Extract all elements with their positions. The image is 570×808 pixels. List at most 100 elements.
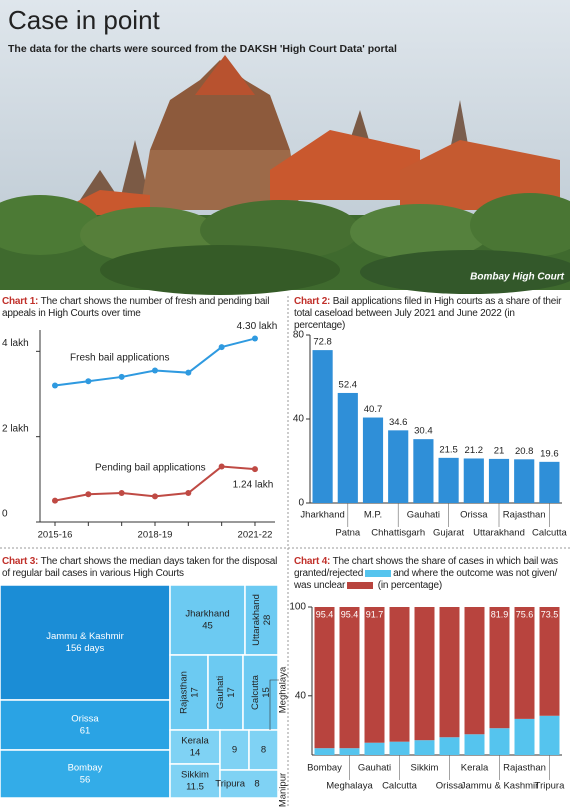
value-label: 91.7 (366, 609, 384, 619)
bar-segment (414, 740, 435, 755)
x-tick-label: 2018-19 (138, 530, 173, 541)
subtitle: The data for the charts were sourced fro… (8, 43, 397, 55)
cell-label: Gauhati (215, 676, 226, 709)
x-tick-label: 2015-16 (38, 530, 73, 541)
bar-segment (389, 607, 410, 742)
x-tick-label: Calcutta (532, 528, 568, 539)
cell-label: Tripura (215, 779, 245, 790)
x-tick-label: Chhattisgarh (371, 528, 425, 539)
x-tick-label: Gujarat (433, 528, 465, 539)
bar-segment (489, 607, 510, 729)
value-label: 21 (494, 445, 505, 456)
x-tick-label: Gauhati (407, 510, 440, 521)
cell-label: Kerala (181, 736, 209, 747)
treemap-cell (169, 654, 209, 731)
page-title: Case in point (8, 5, 161, 35)
chart-title: Chart 3: The chart shows the median days… (2, 556, 282, 580)
cell-label: Sikkim (181, 770, 209, 781)
point (251, 335, 258, 342)
bar (413, 439, 434, 503)
cell-label: Orissa (71, 714, 99, 725)
treemap-cell (219, 769, 279, 799)
value-label: 17 (190, 687, 201, 698)
chart-title-text: (in percentage) (377, 580, 443, 591)
value-label: 14 (190, 748, 201, 759)
point (118, 489, 125, 496)
bar (488, 458, 510, 503)
y-tick-label: 0 (298, 498, 304, 509)
y-tick-label: 4 lakh (2, 338, 29, 349)
x-tick-label: Orissa (460, 510, 488, 521)
y-tick-label: 80 (293, 330, 305, 341)
bar-segment (389, 741, 410, 755)
y-tick-label: 100 (289, 602, 306, 613)
cell-label: Uttarakhand (251, 594, 262, 646)
point (185, 369, 192, 376)
point (218, 463, 225, 470)
x-tick-label: M.P. (364, 510, 382, 521)
point (151, 367, 158, 374)
treemap-cell (0, 749, 171, 799)
value-label: 30.4 (414, 426, 433, 437)
value-label: 40.7 (364, 404, 383, 415)
bar-segment (489, 728, 510, 755)
value-label: 72.8 (313, 337, 332, 348)
treemap-cell (169, 584, 246, 656)
chart-title-text: The chart shows the number of fresh and … (2, 296, 270, 319)
value-label: 21.5 (439, 444, 458, 455)
point (218, 344, 225, 351)
point (151, 493, 158, 500)
bar (362, 417, 384, 503)
bar (463, 458, 484, 503)
bar-segment (364, 607, 385, 743)
cell-label: Meghalaya (278, 666, 289, 713)
value-label: 21.2 (465, 445, 484, 456)
bar-segment (464, 734, 485, 755)
x-tick-label: Rajasthan (503, 510, 546, 521)
point (118, 373, 125, 380)
chart-label: Chart 3: (2, 556, 39, 567)
x-tick-label: Jharkhand (300, 510, 344, 521)
value-label: 11.5 (186, 782, 204, 793)
chart-label: Chart 1: (2, 296, 39, 307)
treemap-cell (169, 729, 221, 765)
cell-label: Jharkhand (185, 609, 229, 620)
value-label: 19.6 (540, 448, 559, 459)
bar (514, 459, 535, 503)
bar (388, 430, 409, 503)
point (85, 378, 92, 385)
bar-segment (314, 607, 335, 749)
value-label: 52.4 (339, 379, 358, 390)
y-tick-label: 40 (295, 690, 307, 701)
point (52, 497, 58, 504)
x-tick-label: Meghalaya (326, 781, 373, 792)
x-tick-label: Jammu & Kashmir (461, 781, 539, 792)
bar-segment (464, 607, 485, 735)
x-tick-label: Bombay (307, 763, 342, 774)
x-tick-label: Kerala (461, 763, 489, 774)
chart-label: Chart 4: (294, 556, 331, 567)
chart-title: Chart 1: The chart shows the number of f… (2, 296, 282, 320)
value-label: 156 days (66, 643, 105, 654)
bar-segment (439, 607, 460, 738)
bar-segment (539, 715, 560, 755)
chart-title-text: The chart shows the share of cases in wh… (294, 556, 558, 579)
x-tick-label: Orissa (436, 781, 464, 792)
bar (438, 457, 459, 503)
y-tick-label: 0 (2, 509, 8, 520)
bar (539, 461, 560, 503)
bar-segment (414, 607, 435, 741)
value-label: 4.30 lakh (237, 321, 278, 332)
value-label: 61 (80, 726, 91, 737)
x-tick-label: Patna (335, 528, 361, 539)
value-label: 45 (202, 621, 213, 632)
bar-segment (514, 607, 535, 719)
value-label: 34.6 (389, 417, 408, 428)
chart-title-text: Bail applications filed in High courts a… (294, 296, 562, 331)
chart-title: Chart 2: Bail applications filed in High… (294, 296, 568, 332)
x-tick-label: Tripura (535, 781, 565, 792)
value-label: 8 (254, 779, 259, 790)
bar-segment (364, 742, 385, 755)
value-label: 28 (262, 615, 273, 626)
